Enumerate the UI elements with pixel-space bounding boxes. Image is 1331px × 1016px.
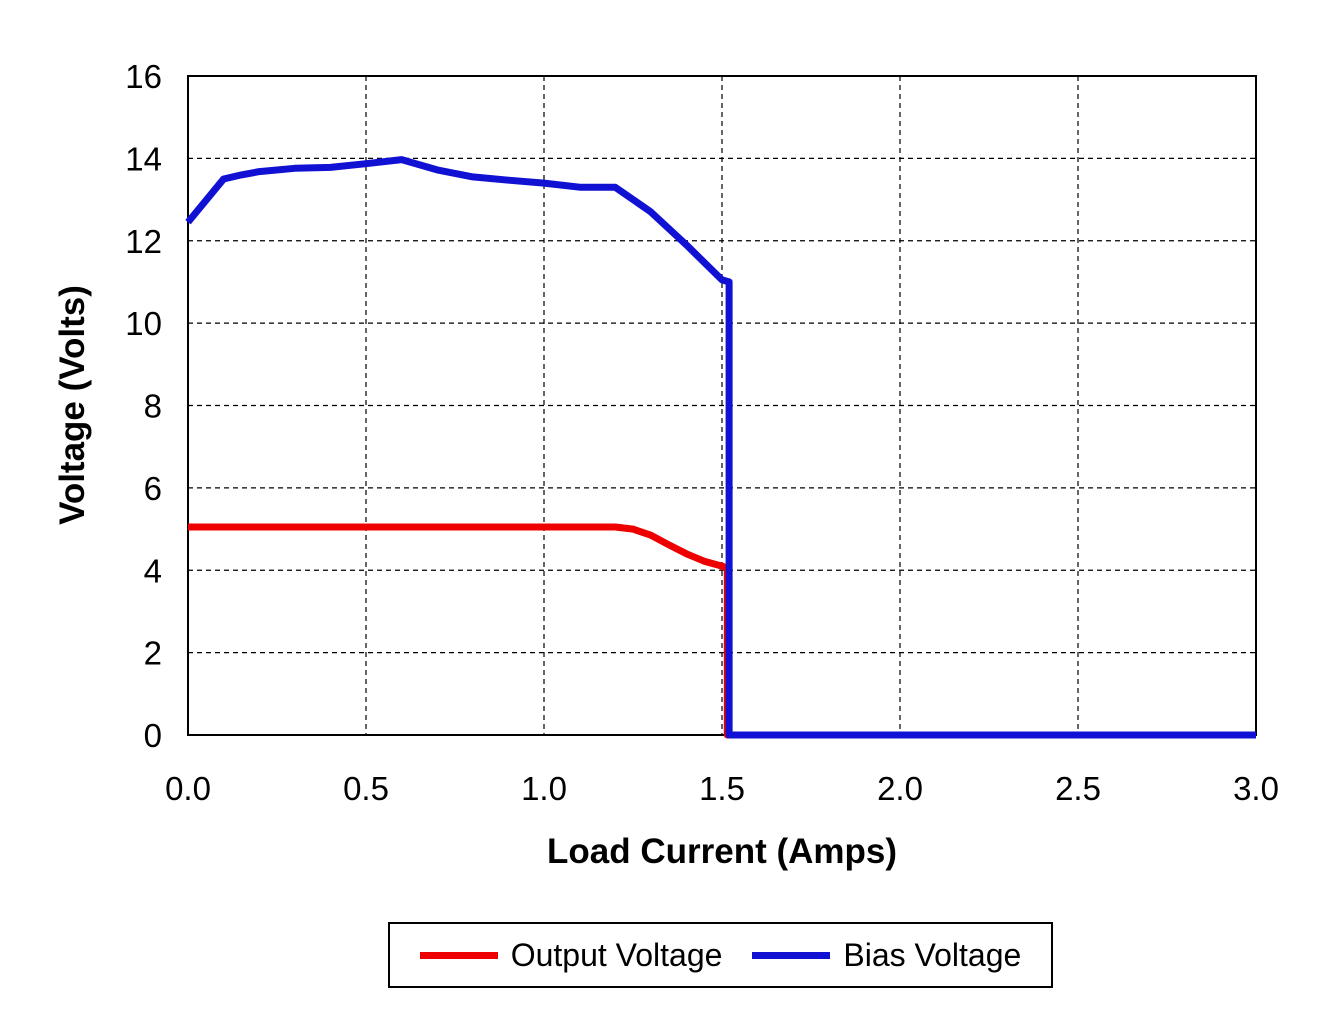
svg-text:2.0: 2.0 (877, 770, 923, 807)
svg-text:16: 16 (125, 58, 162, 95)
y-axis-title: Voltage (Volts) (53, 285, 92, 525)
svg-text:0: 0 (144, 717, 162, 754)
legend-line-bias-voltage (752, 951, 831, 959)
svg-text:3.0: 3.0 (1233, 770, 1279, 807)
svg-text:6: 6 (144, 470, 162, 507)
svg-text:12: 12 (125, 223, 162, 260)
svg-text:10: 10 (125, 305, 162, 342)
legend-label-bias-voltage: Bias Voltage (843, 936, 1022, 973)
svg-text:14: 14 (125, 140, 162, 177)
svg-text:8: 8 (144, 388, 162, 425)
svg-text:2: 2 (144, 635, 162, 672)
svg-text:1.5: 1.5 (699, 770, 745, 807)
svg-text:0.0: 0.0 (165, 770, 211, 807)
svg-text:4: 4 (144, 552, 162, 589)
legend: Output Voltage Bias Voltage (388, 922, 1053, 988)
legend-line-output-voltage (419, 951, 498, 959)
svg-text:1.0: 1.0 (521, 770, 567, 807)
x-axis-title: Load Current (Amps) (547, 832, 897, 871)
svg-text:0.5: 0.5 (343, 770, 389, 807)
svg-text:2.5: 2.5 (1055, 770, 1101, 807)
legend-label-output-voltage: Output Voltage (510, 936, 723, 973)
